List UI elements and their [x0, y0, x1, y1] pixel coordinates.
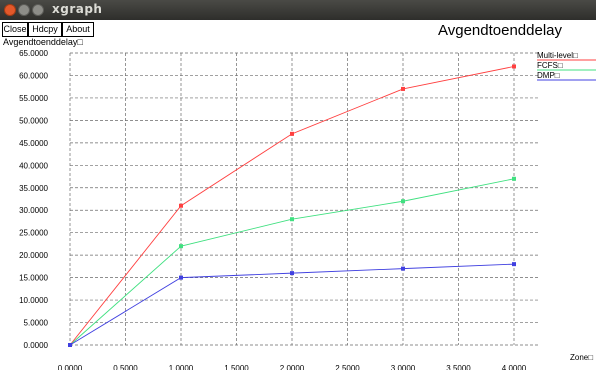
y-tick-label: 0.0000: [24, 341, 49, 350]
about-button[interactable]: About: [62, 22, 94, 37]
data-point: [401, 86, 405, 91]
data-point: [179, 275, 183, 280]
y-tick-label: 60.0000: [19, 71, 48, 80]
data-point: [290, 217, 294, 222]
x-tick-label: 3.0000: [391, 364, 416, 370]
data-point: [512, 262, 516, 267]
window-title: xgraph: [52, 2, 103, 16]
x-tick-label: 3.5000: [446, 364, 471, 370]
y-tick-label: 30.0000: [19, 206, 48, 215]
data-point: [512, 64, 516, 69]
y-tick-label: 35.0000: [19, 184, 48, 193]
chart-title: Avgendtoenddelay: [438, 22, 562, 39]
hardcopy-button[interactable]: Hdcpy: [28, 22, 62, 37]
y-tick-label: 20.0000: [19, 251, 48, 260]
y-tick-label: 65.0000: [19, 49, 48, 58]
x-axis-title: Zone□: [570, 353, 593, 362]
data-point: [179, 244, 183, 249]
x-tick-label: 1.5000: [224, 364, 249, 370]
x-tick-label: 0.0000: [58, 364, 83, 370]
data-point: [179, 203, 183, 208]
data-point: [401, 266, 405, 271]
data-point: [68, 343, 72, 347]
y-tick-label: 25.0000: [19, 229, 48, 238]
legend-label: Multi-level□: [537, 51, 578, 60]
data-point: [290, 131, 294, 136]
y-tick-label: 45.0000: [19, 139, 48, 148]
y-tick-label: 40.0000: [19, 161, 48, 170]
y-tick-label: 55.0000: [19, 94, 48, 103]
y-axis-title: Avgendtoenddelay□: [3, 37, 83, 47]
y-tick-label: 50.0000: [19, 116, 48, 125]
x-tick-label: 4.0000: [502, 364, 527, 370]
y-tick-label: 15.0000: [19, 274, 48, 283]
y-tick-label: 10.0000: [19, 296, 48, 305]
x-tick-label: 1.0000: [169, 364, 194, 370]
data-point: [401, 199, 405, 204]
data-point: [512, 176, 516, 181]
x-tick-label: 0.5000: [113, 364, 138, 370]
y-tick-label: 5.0000: [24, 319, 49, 328]
legend-label: DMP□: [537, 71, 560, 80]
window-maximize-icon[interactable]: [32, 4, 44, 16]
legend-label: FCFS□: [537, 61, 563, 70]
x-tick-label: 2.0000: [280, 364, 305, 370]
window-titlebar: xgraph: [0, 0, 596, 20]
data-point: [290, 271, 294, 276]
x-tick-label: 2.5000: [335, 364, 360, 370]
window-close-icon[interactable]: [4, 4, 16, 16]
close-button[interactable]: Close: [2, 22, 28, 37]
window-minimize-icon[interactable]: [18, 4, 30, 16]
